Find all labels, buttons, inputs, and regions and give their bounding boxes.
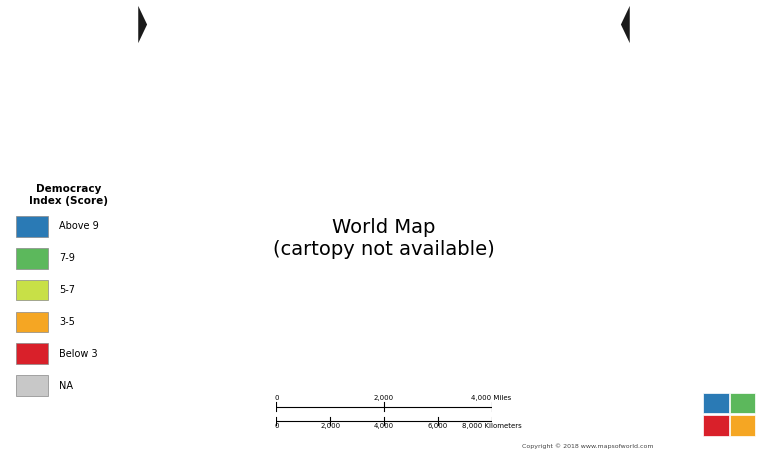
Bar [703, 393, 729, 413]
Text: 0: 0 [274, 395, 279, 401]
Bar [16, 248, 48, 269]
Text: Above 9: Above 9 [59, 222, 99, 232]
Bar [16, 216, 48, 237]
Polygon shape [138, 6, 147, 43]
Bar [16, 375, 48, 396]
Text: 2,000: 2,000 [320, 423, 340, 429]
Bar [16, 343, 48, 364]
Bar [730, 393, 756, 413]
Text: World Map
(cartopy not available): World Map (cartopy not available) [273, 218, 495, 259]
Text: 0: 0 [274, 423, 279, 429]
Text: 8,000 Kilometers: 8,000 Kilometers [462, 423, 521, 429]
Bar [703, 415, 729, 436]
Text: 6,000: 6,000 [428, 423, 448, 429]
Text: 2,000: 2,000 [374, 395, 394, 401]
Text: 5-7: 5-7 [59, 285, 75, 295]
Text: 4,000: 4,000 [374, 423, 394, 429]
Text: 3-5: 3-5 [59, 317, 75, 327]
Text: 4,000 Miles: 4,000 Miles [472, 395, 511, 401]
Text: NA: NA [59, 381, 73, 391]
Text: Copyright © 2018 www.mapsofworld.com: Copyright © 2018 www.mapsofworld.com [522, 444, 654, 449]
Text: Democracy
Index (Score): Democracy Index (Score) [29, 184, 108, 206]
Text: Democracy Index-2017: Democracy Index-2017 [258, 15, 510, 34]
Bar [16, 311, 48, 332]
Polygon shape [621, 6, 630, 43]
Text: Below 3: Below 3 [59, 349, 98, 359]
Bar [16, 280, 48, 301]
Text: 7-9: 7-9 [59, 253, 75, 263]
Bar [730, 415, 756, 436]
